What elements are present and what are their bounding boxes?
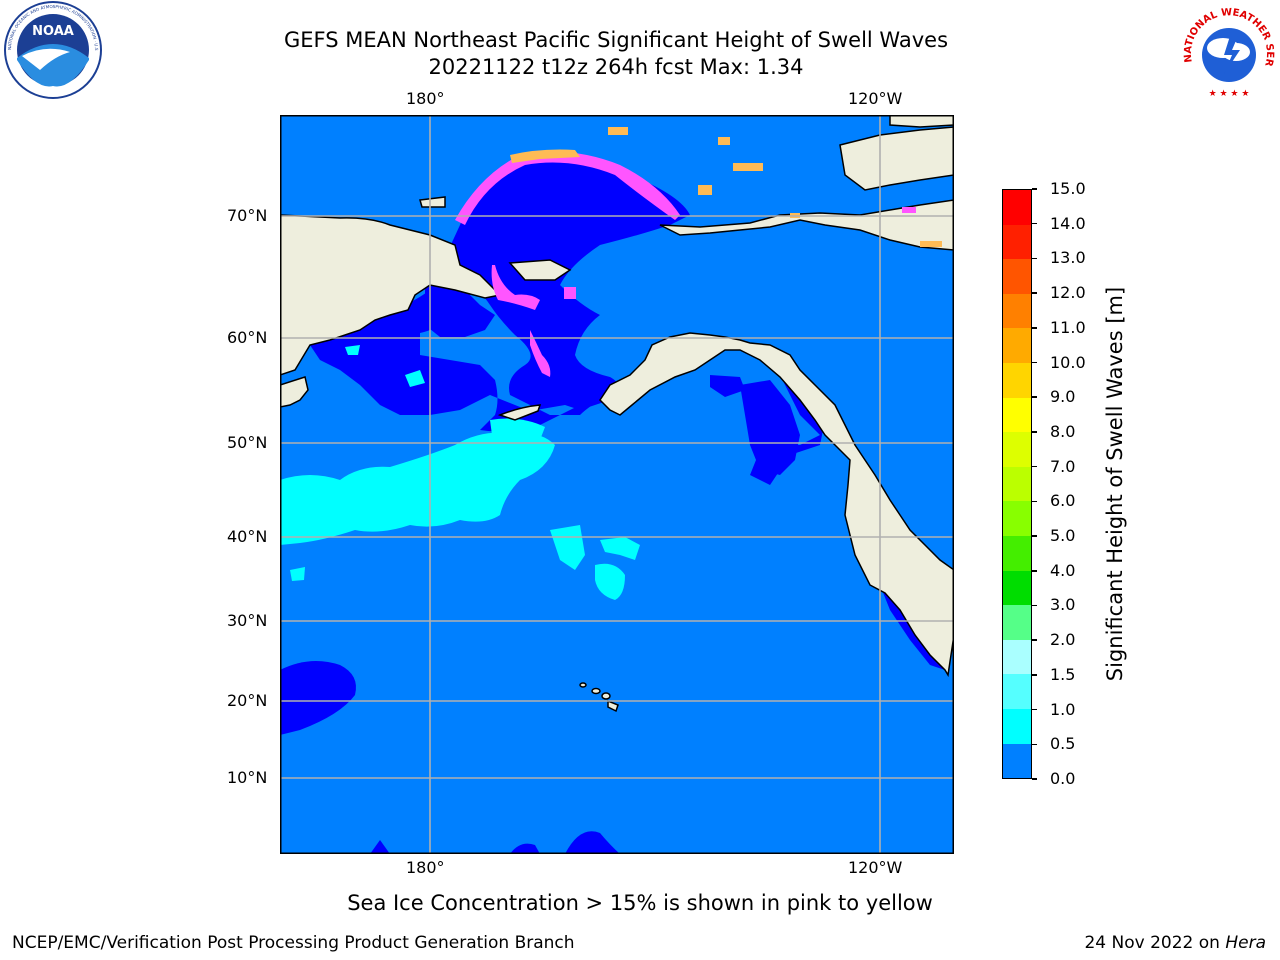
lon-label-bottom-180: 180° xyxy=(406,858,445,877)
colorbar-tick-label: 1.5 xyxy=(1050,664,1076,684)
colorbar-segment xyxy=(1003,535,1031,571)
sea-ice-note: Sea Ice Concentration > 15% is shown in … xyxy=(347,891,933,915)
colorbar-segment xyxy=(1003,432,1031,467)
footer-host: Hera xyxy=(1225,933,1266,953)
colorbar-tick-mark xyxy=(1032,674,1037,676)
lat-label-30n: 30°N xyxy=(227,611,268,630)
colorbar-tick-mark xyxy=(1032,465,1037,468)
colorbar-tick-mark xyxy=(1032,743,1037,746)
colorbar-tick-label: 15.0 xyxy=(1050,179,1086,198)
sea-ice-overlay xyxy=(455,127,942,377)
colorbar-tick-mark xyxy=(1032,431,1037,433)
colorbar-tick-label: 9.0 xyxy=(1050,387,1076,407)
lat-label-10n: 10°N xyxy=(227,768,268,787)
lon-label-top-180: 180° xyxy=(406,89,445,108)
colorbar-segment xyxy=(1003,674,1031,709)
swell-high-regions xyxy=(280,345,640,600)
colorbar-tick-label: 13.0 xyxy=(1050,248,1086,268)
colorbar-tick-mark xyxy=(1032,570,1037,572)
colorbar-tick-mark xyxy=(1032,188,1037,190)
noaa-logo-icon: NOAA NATIONAL OCEANIC AND ATMOSPHERIC AD… xyxy=(0,0,102,99)
colorbar-segment xyxy=(1003,362,1031,398)
svg-text:★ ★ ★ ★: ★ ★ ★ ★ xyxy=(1209,89,1250,99)
colorbar-tick-label: 4.0 xyxy=(1050,560,1076,580)
colorbar-segment xyxy=(1003,570,1031,606)
lat-label-50n: 50°N xyxy=(227,433,268,452)
lon-label-bottom-120w: 120°W xyxy=(848,858,903,877)
colorbar-segment xyxy=(1003,639,1031,675)
colorbar-segment xyxy=(1003,466,1031,502)
colorbar-tick-mark xyxy=(1032,292,1037,294)
lat-label-20n: 20°N xyxy=(227,691,268,710)
map-subtitle: 20221122 t12z 264h fcst Max: 1.34 xyxy=(428,55,804,79)
colorbar-label: Significant Height of Swell Waves [m] xyxy=(1103,286,1127,682)
colorbar-tick-label: 0.5 xyxy=(1050,734,1076,754)
colorbar-tick-label: 0.0 xyxy=(1050,769,1076,788)
land-masses xyxy=(280,115,954,678)
colorbar-tick-mark xyxy=(1032,778,1037,780)
colorbar-tick-mark xyxy=(1032,708,1037,711)
swell-low-regions xyxy=(280,158,945,854)
noaa-logo-text: NOAA xyxy=(32,24,74,39)
colorbar-tick-mark xyxy=(1032,535,1037,537)
map-frame xyxy=(280,115,954,854)
colorbar-tick-label: 8.0 xyxy=(1050,421,1076,441)
colorbar-segment xyxy=(1003,397,1031,433)
colorbar-segment xyxy=(1003,605,1031,640)
lat-label-40n: 40°N xyxy=(227,527,268,546)
colorbar-segment xyxy=(1003,224,1031,260)
colorbar-tick-mark xyxy=(1032,257,1037,260)
colorbar-segment xyxy=(1003,501,1031,536)
colorbar-tick-label: 5.0 xyxy=(1050,526,1076,546)
swell-height-map xyxy=(280,115,954,854)
colorbar xyxy=(1002,189,1032,779)
lat-label-70n: 70°N xyxy=(227,206,268,225)
colorbar-tick-label: 12.0 xyxy=(1050,283,1086,303)
colorbar-segment xyxy=(1003,293,1031,329)
colorbar-segment xyxy=(1003,708,1031,744)
hawaii-islands xyxy=(579,682,619,713)
colorbar-tick-label: 3.0 xyxy=(1050,595,1076,615)
colorbar-tick-mark xyxy=(1032,222,1037,225)
colorbar-segment xyxy=(1003,328,1031,363)
colorbar-tick-label: 14.0 xyxy=(1050,213,1086,233)
colorbar-tick-label: 7.0 xyxy=(1050,456,1076,476)
footer-branch: NCEP/EMC/Verification Post Processing Pr… xyxy=(12,933,575,953)
nws-logo-icon: NATIONAL WEATHER SERVICE ★ ★ ★ ★ xyxy=(1178,0,1277,99)
colorbar-segment xyxy=(1003,743,1031,779)
colorbar-tick-label: 6.0 xyxy=(1050,491,1076,511)
lat-label-60n: 60°N xyxy=(227,328,268,347)
colorbar-tick-label: 2.0 xyxy=(1050,630,1076,650)
colorbar-tick-mark xyxy=(1032,500,1037,503)
colorbar-tick-mark xyxy=(1032,604,1037,607)
map-title: GEFS MEAN Northeast Pacific Significant … xyxy=(283,28,949,52)
colorbar-tick-label: 11.0 xyxy=(1050,317,1086,337)
colorbar-segment xyxy=(1003,259,1031,294)
colorbar-ticks: 15.0 14.0 13.0 12.0 11.0 10.0 9.0 8.0 7.0 6.0 5.0 4… xyxy=(1032,179,1098,788)
colorbar-tick-mark xyxy=(1032,327,1037,329)
colorbar-tick-mark xyxy=(1032,396,1037,398)
colorbar-tick-label: 10.0 xyxy=(1050,352,1086,372)
footer-date: 24 Nov 2022 on Hera xyxy=(1084,933,1266,953)
colorbar-tick-mark xyxy=(1032,639,1037,641)
footer-date-text: 24 Nov 2022 on xyxy=(1084,933,1226,953)
colorbar-segment xyxy=(1003,190,1031,225)
lon-label-top-120w: 120°W xyxy=(848,89,903,108)
graticule xyxy=(280,115,954,854)
colorbar-tick-label: 1.0 xyxy=(1050,699,1076,719)
colorbar-tick-mark xyxy=(1032,361,1037,364)
